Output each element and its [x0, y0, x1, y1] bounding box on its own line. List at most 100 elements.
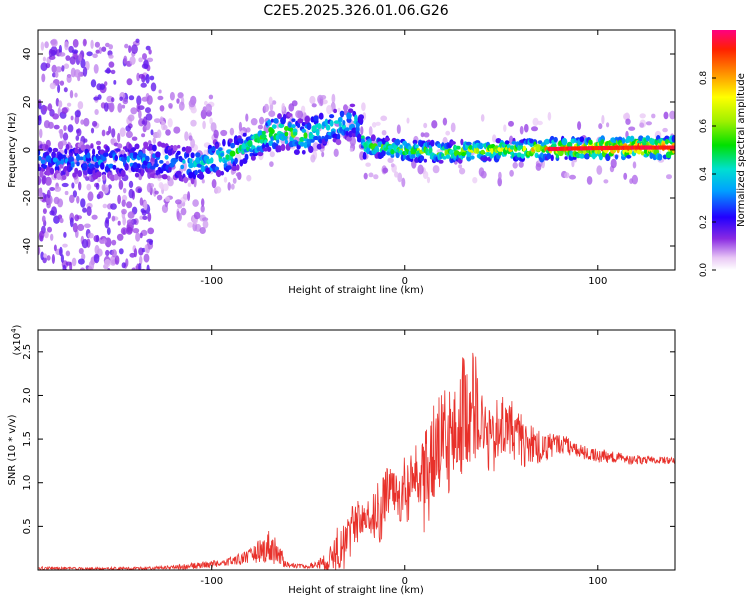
spectrogram-cell — [159, 105, 165, 112]
spectrogram-cell — [480, 149, 486, 155]
spectrogram-cell — [108, 163, 114, 169]
spectrogram-cell — [295, 110, 302, 119]
spectrogram-cell — [131, 267, 136, 270]
spectrogram-cell — [292, 131, 298, 136]
spectrogram-cell — [192, 199, 199, 207]
spectrogram-cell — [49, 271, 53, 278]
spectrogram-cell — [104, 81, 108, 86]
spectrogram-cell — [150, 129, 154, 136]
spectrogram-cell — [297, 118, 304, 124]
spectrogram-cell — [349, 103, 356, 108]
spectrogram-cell — [77, 223, 85, 232]
spectrogram-cell — [423, 132, 430, 138]
spectrogram-cell — [94, 109, 99, 115]
spectrogram-cell — [312, 142, 320, 152]
spectrogram-cell — [308, 145, 314, 153]
spectrogram-cell — [387, 157, 394, 163]
spectrogram-cell — [343, 104, 348, 112]
spectrogram-cell — [108, 102, 115, 113]
spectrogram-cell — [106, 131, 110, 136]
spectrogram-cell — [57, 141, 64, 149]
spectrogram-cell — [176, 98, 180, 104]
spectrogram-cell — [87, 232, 94, 239]
spectrogram-cell — [49, 167, 55, 175]
spectrogram-cell — [209, 117, 213, 125]
spectrogram-cell — [395, 151, 400, 159]
spectrogram-cell — [78, 258, 85, 265]
spectrogram-cell — [53, 124, 60, 130]
spectrogram-cell — [632, 161, 637, 169]
snr-panel: 0.5 1.0 1.5 2.0 2.5 -100 0 100 Height of strai… — [7, 324, 676, 596]
spectrogram-cell — [244, 153, 249, 161]
spectrogram-cell — [417, 164, 424, 175]
spectrogram-cell — [344, 127, 350, 132]
spectrogram-xtick-label: 100 — [588, 276, 607, 287]
spectrogram-cell — [450, 141, 456, 145]
spectrogram-cell — [147, 212, 152, 222]
spectrogram-cell — [74, 167, 79, 175]
spectrogram-cell — [125, 125, 131, 132]
spectrogram-cell — [397, 172, 403, 183]
spectrogram-cell — [349, 147, 354, 152]
spectrogram-cell — [128, 95, 135, 101]
spectrogram-cell — [38, 245, 41, 256]
spectrogram-cell — [390, 163, 395, 168]
spectrogram-xlabel: Height of straight line (km) — [288, 285, 424, 296]
spectrogram-cell — [183, 176, 188, 184]
spectrogram-cell — [61, 65, 65, 72]
spectrogram-cell — [162, 183, 169, 192]
spectrogram-cell — [53, 196, 60, 205]
spectrogram-cell — [571, 160, 575, 168]
spectrogram-cell — [93, 253, 100, 264]
spectrogram-cell — [276, 138, 280, 144]
spectrogram-cell — [535, 144, 542, 152]
spectrogram-cell — [51, 151, 56, 159]
spectrogram-cell — [136, 72, 140, 82]
spectrogram-cell — [41, 73, 46, 83]
spectrogram-cell — [83, 117, 90, 127]
spectrogram-cell — [84, 223, 91, 229]
spectrogram-cell — [579, 136, 585, 143]
spectrogram-cell — [198, 173, 205, 180]
spectrogram-cell — [103, 102, 109, 112]
spectrogram-cell — [346, 111, 352, 120]
spectrogram-cell — [116, 233, 124, 241]
spectrogram-cell — [195, 152, 201, 158]
spectrogram-cell — [115, 148, 121, 152]
spectrogram-cell — [271, 100, 277, 105]
spectrogram-cell — [141, 133, 146, 138]
spectrogram-cell — [137, 188, 142, 194]
spectrogram-cell — [531, 126, 538, 132]
spectrogram-cell — [134, 172, 140, 178]
spectrogram-cell — [450, 122, 456, 133]
spectrogram-cell — [69, 56, 76, 65]
spectrogram-cell — [188, 135, 193, 141]
spectrogram-cell — [86, 206, 92, 217]
spectrogram-cell — [176, 150, 181, 155]
spectrogram-cell — [329, 120, 334, 127]
spectrogram-cell — [38, 116, 42, 126]
spectrogram-cell — [38, 155, 42, 161]
spectrogram-cell — [671, 135, 675, 143]
spectrogram-cell — [59, 246, 63, 257]
spectrogram-cell — [38, 175, 42, 186]
spectrogram-cell — [46, 255, 51, 261]
spectrogram-cell — [102, 174, 106, 181]
spectrogram-cell — [458, 164, 463, 169]
spectrogram-cell — [83, 138, 88, 143]
spectrogram-cell — [512, 162, 518, 169]
spectrogram-cell — [282, 113, 287, 120]
spectrogram-cell — [63, 231, 67, 238]
spectrogram-cell — [374, 145, 380, 154]
spectrogram-cell — [40, 159, 46, 165]
spectrogram-cell — [341, 123, 346, 130]
spectrogram-cell — [321, 151, 325, 158]
spectrogram-cell — [58, 129, 64, 135]
snr-ytick-label: 0.5 — [22, 518, 33, 534]
spectrogram-cell — [529, 138, 534, 144]
spectrogram-cell — [610, 158, 617, 169]
spectrogram-cell — [357, 137, 362, 143]
spectrogram-cell — [231, 165, 238, 171]
spectrogram-cell — [122, 216, 126, 226]
spectrogram-cell — [71, 182, 75, 189]
